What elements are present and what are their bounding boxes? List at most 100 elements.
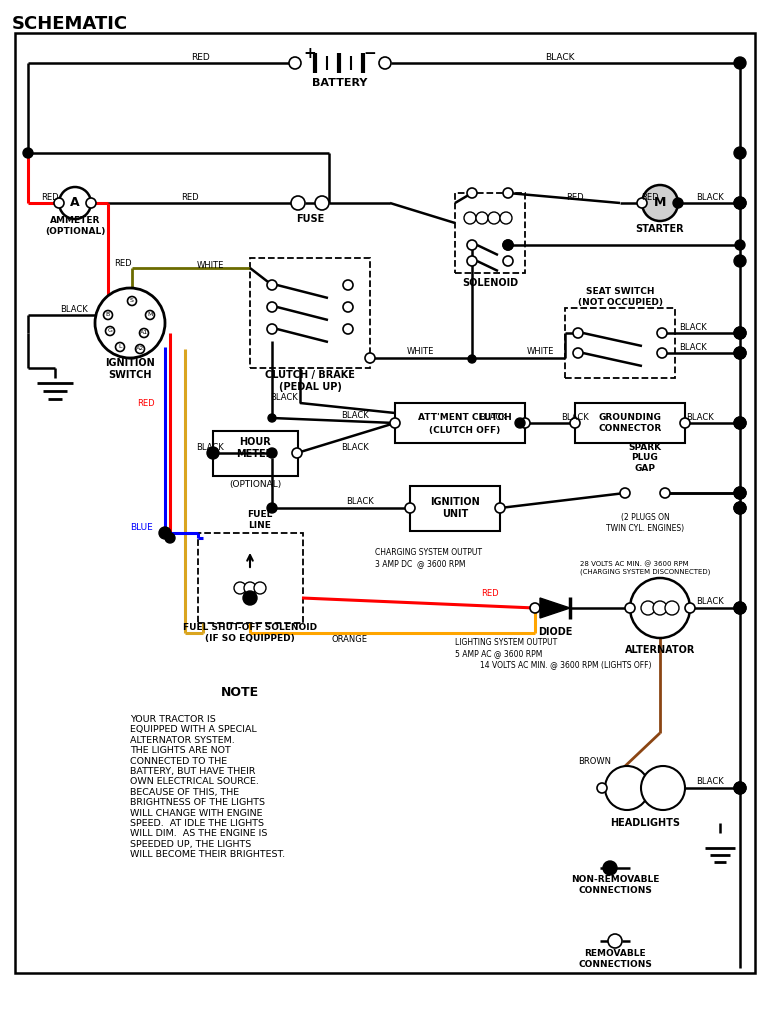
Text: LIGHTING SYSTEM OUTPUT
5 AMP AC @ 3600 RPM: LIGHTING SYSTEM OUTPUT 5 AMP AC @ 3600 R… (455, 638, 557, 658)
Circle shape (343, 280, 353, 290)
Circle shape (267, 302, 277, 312)
Text: SPARK
PLUG
GAP: SPARK PLUG GAP (629, 443, 662, 473)
Text: (CLUTCH OFF): (CLUTCH OFF) (429, 426, 501, 435)
Circle shape (642, 185, 678, 221)
Circle shape (734, 197, 746, 209)
Text: NON-REMOVABLE
CONNECTIONS: NON-REMOVABLE CONNECTIONS (571, 876, 659, 895)
Bar (250, 258, 370, 368)
Circle shape (734, 417, 746, 429)
Circle shape (106, 326, 115, 336)
Circle shape (468, 355, 476, 363)
Text: BLACK: BLACK (686, 412, 714, 421)
Text: RED: RED (181, 192, 199, 202)
Circle shape (467, 188, 477, 198)
Circle shape (520, 418, 530, 428)
Circle shape (653, 601, 667, 615)
Circle shape (289, 57, 301, 69)
Text: RED: RED (641, 192, 659, 202)
Circle shape (734, 782, 746, 794)
Text: WHITE: WHITE (407, 348, 434, 356)
Circle shape (146, 311, 154, 319)
Text: M: M (147, 312, 153, 317)
Text: BLACK: BLACK (561, 412, 589, 421)
Circle shape (495, 503, 505, 513)
Circle shape (515, 418, 525, 428)
Text: BLACK: BLACK (346, 497, 374, 506)
Circle shape (685, 603, 695, 613)
Circle shape (734, 57, 746, 69)
Text: BLACK: BLACK (341, 411, 369, 420)
Text: RED: RED (481, 588, 499, 597)
Circle shape (103, 311, 113, 319)
Text: BLACK: BLACK (696, 597, 724, 607)
Circle shape (54, 198, 64, 208)
Text: A2: A2 (136, 347, 144, 352)
Circle shape (630, 578, 690, 638)
Text: A1: A1 (140, 330, 148, 336)
Circle shape (573, 348, 583, 358)
Circle shape (467, 256, 477, 266)
Circle shape (467, 240, 477, 250)
Circle shape (86, 198, 96, 208)
Circle shape (641, 601, 655, 615)
Circle shape (127, 297, 137, 306)
Circle shape (597, 783, 607, 793)
Text: FUSE: FUSE (296, 214, 324, 224)
Text: RED: RED (41, 192, 59, 202)
Circle shape (734, 502, 746, 514)
Text: (2 PLUGS ON
TWIN CYL. ENGINES): (2 PLUGS ON TWIN CYL. ENGINES) (606, 514, 684, 533)
Circle shape (464, 212, 476, 224)
Circle shape (734, 147, 746, 159)
Circle shape (603, 861, 617, 875)
Bar (213, 431, 297, 476)
Circle shape (734, 487, 746, 499)
Text: G: G (108, 328, 113, 333)
Text: ATT'MENT CLUTCH: ATT'MENT CLUTCH (418, 413, 512, 422)
Circle shape (573, 328, 583, 338)
Circle shape (641, 766, 685, 810)
Circle shape (244, 582, 256, 594)
Circle shape (476, 212, 488, 224)
Text: ORANGE: ORANGE (332, 634, 368, 643)
Bar (455, 193, 525, 273)
Circle shape (734, 602, 746, 614)
Circle shape (208, 448, 218, 458)
Text: SEAT SWITCH
(NOT OCCUPIED): SEAT SWITCH (NOT OCCUPIED) (577, 287, 663, 307)
Circle shape (734, 602, 746, 614)
Circle shape (657, 328, 667, 338)
Text: BLACK: BLACK (196, 443, 223, 451)
Circle shape (234, 582, 246, 594)
Circle shape (734, 487, 746, 499)
Circle shape (140, 328, 148, 338)
Circle shape (343, 324, 353, 333)
Circle shape (734, 327, 746, 339)
Circle shape (315, 196, 329, 210)
Text: BLACK: BLACK (479, 412, 507, 421)
Circle shape (343, 302, 353, 312)
Circle shape (292, 448, 302, 458)
Text: RED: RED (114, 259, 132, 267)
Circle shape (503, 188, 513, 198)
Text: FUEL
LINE: FUEL LINE (248, 510, 272, 530)
Circle shape (379, 57, 391, 69)
Circle shape (116, 343, 124, 352)
Text: WHITE: WHITE (526, 348, 554, 356)
Bar (565, 308, 675, 379)
Circle shape (267, 280, 277, 290)
Text: +: + (303, 45, 317, 60)
Text: RED: RED (137, 399, 155, 407)
Circle shape (503, 240, 513, 250)
Polygon shape (540, 598, 570, 618)
Circle shape (500, 212, 512, 224)
Circle shape (503, 256, 513, 266)
Text: BLACK: BLACK (679, 322, 707, 331)
Bar (575, 403, 685, 443)
Text: BLACK: BLACK (546, 53, 575, 62)
Text: RED: RED (191, 53, 210, 62)
Circle shape (620, 488, 630, 498)
Circle shape (608, 934, 622, 948)
Text: REMOVABLE
CONNECTIONS: REMOVABLE CONNECTIONS (578, 949, 652, 969)
Circle shape (267, 324, 277, 333)
Circle shape (390, 418, 400, 428)
Circle shape (207, 447, 219, 459)
